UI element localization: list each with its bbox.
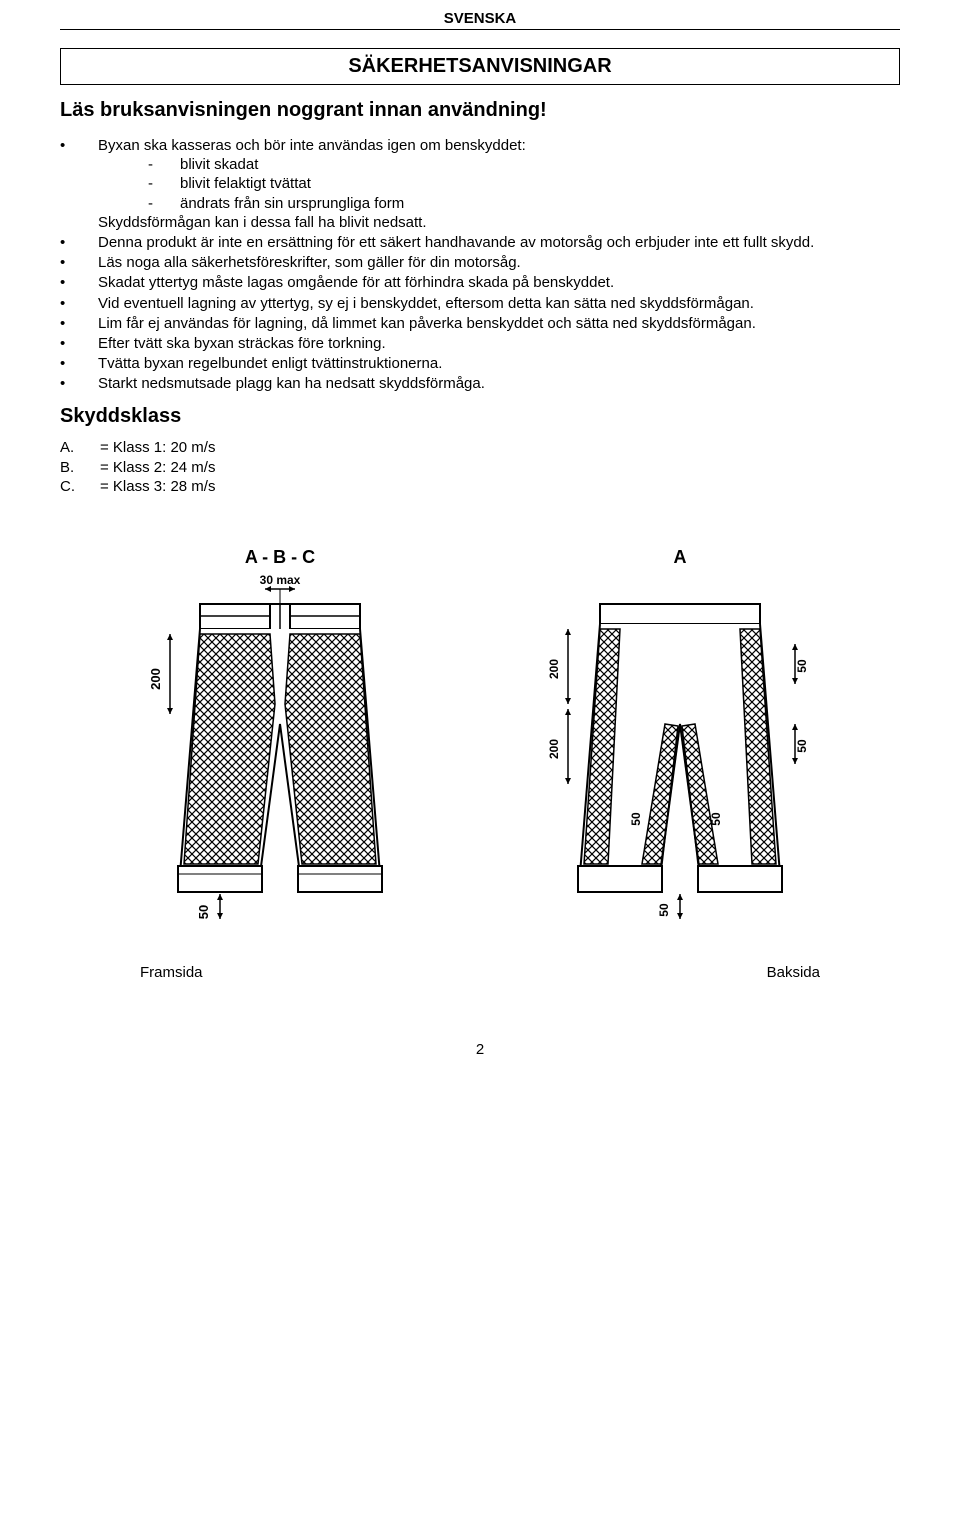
svg-text:200: 200 bbox=[547, 739, 561, 759]
bullet-5: Vid eventuell lagning av yttertyg, sy ej… bbox=[60, 294, 900, 313]
intro-heading: Läs bruksanvisningen noggrant innan anvä… bbox=[60, 99, 900, 122]
klass-letter: A. bbox=[60, 438, 100, 458]
diagram-row: A - B - C bbox=[60, 547, 900, 934]
svg-text:50: 50 bbox=[709, 812, 723, 826]
klass-text: = Klass 2: 24 m/s bbox=[100, 458, 215, 478]
bullet-4: Skadat yttertyg måste lagas omgående för… bbox=[60, 273, 900, 292]
svg-text:50: 50 bbox=[657, 903, 671, 917]
klass-row: A. = Klass 1: 20 m/s bbox=[60, 438, 900, 458]
trousers-back-icon: 200 200 50 50 50 50 50 bbox=[520, 574, 840, 934]
caption-back: Baksida bbox=[767, 964, 820, 981]
diagram-back: A bbox=[480, 547, 880, 934]
bullet-1: Byxan ska kasseras och bör inte användas… bbox=[60, 136, 900, 232]
bullet-9: Starkt nedsmutsade plagg kan ha nedsatt … bbox=[60, 374, 900, 393]
bullet-1-lead: Byxan ska kasseras och bör inte användas… bbox=[98, 137, 526, 154]
svg-text:50: 50 bbox=[795, 739, 809, 753]
sub-item: -blivit skadat bbox=[98, 155, 900, 174]
bullet-3: Läs noga alla säkerhetsföreskrifter, som… bbox=[60, 253, 900, 272]
bullet-6: Lim får ej användas för lagning, då limm… bbox=[60, 314, 900, 333]
klass-text: = Klass 1: 20 m/s bbox=[100, 438, 215, 458]
bullet-8: Tvätta byxan regelbundet enligt tvättins… bbox=[60, 354, 900, 373]
klass-text: = Klass 3: 28 m/s bbox=[100, 477, 215, 497]
klass-row: B. = Klass 2: 24 m/s bbox=[60, 458, 900, 478]
klass-row: C. = Klass 3: 28 m/s bbox=[60, 477, 900, 497]
bullet-2: Denna produkt är inte en ersättning för … bbox=[60, 233, 900, 252]
klass-letter: C. bbox=[60, 477, 100, 497]
sub-item: -blivit felaktigt tvättat bbox=[98, 174, 900, 193]
sub-item: -ändrats från sin ursprungliga form bbox=[98, 194, 900, 213]
safety-bullets: Byxan ska kasseras och bör inte användas… bbox=[60, 136, 900, 393]
header-language: SVENSKA bbox=[60, 10, 900, 30]
bullet-1-sublist: -blivit skadat -blivit felaktigt tvättat… bbox=[98, 155, 900, 213]
diagram-front-title: A - B - C bbox=[80, 547, 480, 568]
dim-30max: 30 max bbox=[260, 574, 301, 587]
bullet-7: Efter tvätt ska byxan sträckas före tork… bbox=[60, 334, 900, 353]
klass-letter: B. bbox=[60, 458, 100, 478]
diagram-captions: Framsida Baksida bbox=[60, 964, 900, 981]
diagram-back-title: A bbox=[480, 547, 880, 568]
safety-title-box: SÄKERHETSANVISNINGAR bbox=[60, 48, 900, 85]
page-number: 2 bbox=[60, 1041, 900, 1058]
dim-50: 50 bbox=[196, 905, 211, 919]
klass-list: A. = Klass 1: 20 m/s B. = Klass 2: 24 m/… bbox=[60, 438, 900, 497]
trousers-front-icon: 30 max 200 50 bbox=[120, 574, 440, 934]
svg-text:50: 50 bbox=[795, 659, 809, 673]
bullet-1-after: Skyddsförmågan kan i dessa fall ha blivi… bbox=[98, 213, 900, 232]
dim-200: 200 bbox=[148, 668, 163, 690]
svg-text:50: 50 bbox=[629, 812, 643, 826]
diagram-front: A - B - C bbox=[80, 547, 480, 934]
caption-front: Framsida bbox=[140, 964, 203, 981]
skyddsklass-heading: Skyddsklass bbox=[60, 405, 900, 428]
svg-text:200: 200 bbox=[547, 659, 561, 679]
